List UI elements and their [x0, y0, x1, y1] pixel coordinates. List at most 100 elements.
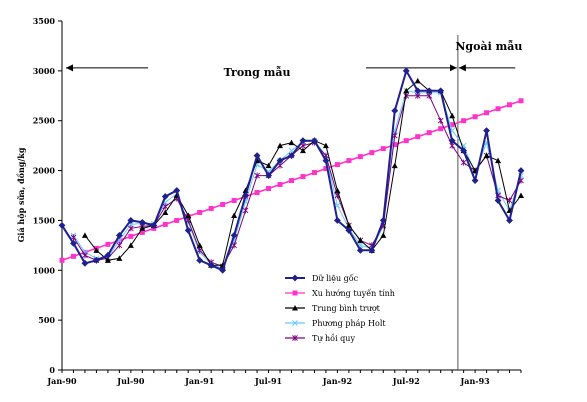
chart-regions: Trong mẫu Ngoài mẫu [66, 35, 522, 370]
x-tick-label: Jan-91 [184, 376, 214, 386]
data-point [230, 231, 238, 239]
data-point [242, 207, 249, 214]
data-point [277, 182, 283, 188]
data-point [507, 102, 513, 108]
series-line [84, 80, 522, 266]
data-point [265, 162, 272, 169]
data-point [426, 130, 432, 136]
data-point [70, 253, 76, 259]
data-point [494, 197, 502, 204]
data-point [334, 187, 341, 194]
data-point [220, 201, 226, 207]
data-point [333, 217, 341, 224]
data-point [127, 217, 135, 224]
data-point [70, 239, 77, 247]
y-tick-label: 1500 [33, 215, 56, 225]
data-point [242, 192, 250, 199]
data-point [415, 134, 421, 140]
data-point [162, 203, 169, 210]
data-point [357, 154, 363, 160]
series-4 [70, 87, 524, 272]
data-point [208, 205, 214, 211]
data-point [291, 274, 299, 282]
data-point [139, 229, 145, 235]
series-line [61, 68, 522, 272]
data-point [449, 122, 455, 128]
data-point [93, 256, 100, 264]
data-point [345, 226, 353, 234]
series-line [73, 95, 522, 267]
data-point [345, 222, 352, 228]
y-tick-label: 1000 [33, 265, 56, 275]
data-point [425, 87, 433, 95]
data-point [471, 177, 479, 184]
data-point [292, 320, 298, 326]
data-point [128, 233, 134, 239]
data-point [391, 107, 399, 115]
data-point [460, 159, 467, 166]
data-point [196, 242, 203, 248]
data-point [81, 259, 89, 267]
data-point [81, 232, 88, 238]
legend-label: Trung bình trượt [312, 304, 381, 313]
data-point [518, 192, 524, 198]
data-point [322, 157, 330, 165]
data-point [438, 126, 444, 132]
legend-label: Xu hướng tuyến tính [312, 289, 395, 298]
data-point [448, 137, 456, 145]
y-tick-label: 3500 [33, 16, 56, 26]
data-point [460, 142, 467, 149]
data-point [449, 112, 456, 119]
data-point [402, 67, 410, 75]
data-point [162, 209, 169, 215]
y-tick-label: 500 [38, 315, 55, 325]
data-point [483, 152, 490, 159]
data-point [322, 142, 329, 149]
data-point [93, 247, 100, 253]
data-point [356, 246, 364, 254]
series-2 [59, 98, 524, 263]
out-sample-label: Ngoài mẫu [455, 39, 522, 53]
data-point [288, 139, 295, 146]
data-point [162, 221, 168, 227]
data-point [276, 157, 284, 165]
legend-item-1: Dữ liệu gốc [285, 274, 359, 283]
data-point [231, 212, 238, 218]
data-point [369, 150, 375, 156]
legend-item-5: Tự hồi quy [285, 334, 355, 343]
x-tick-label: Jul-92 [392, 376, 420, 386]
x-tick-label: Jan-90 [46, 376, 77, 386]
data-point [300, 174, 306, 180]
chart-axes [61, 21, 521, 371]
data-point [292, 305, 298, 311]
data-point [472, 114, 478, 120]
in-sample-label: Trong mẫu [224, 65, 291, 79]
data-point [104, 257, 111, 263]
data-point [437, 87, 445, 95]
data-point [197, 209, 203, 215]
data-point [115, 231, 123, 239]
data-point [82, 252, 88, 259]
y-tick-label: 3000 [33, 66, 56, 76]
data-point [495, 106, 501, 112]
data-point [311, 137, 318, 145]
data-point [380, 232, 387, 238]
data-point [253, 152, 261, 160]
data-point [484, 110, 490, 116]
data-point [292, 335, 298, 341]
data-point [116, 255, 123, 261]
data-point [460, 147, 468, 155]
data-point [138, 218, 146, 226]
data-point [104, 251, 112, 259]
data-point [391, 162, 398, 169]
data-point [334, 192, 341, 199]
data-point [105, 241, 111, 247]
y-tick-label: 2500 [33, 116, 56, 126]
legend-item-4: Phương pháp Holt [285, 319, 386, 328]
legend-label: Phương pháp Holt [312, 319, 386, 328]
data-point [266, 186, 272, 192]
legend-label: Dữ liệu gốc [312, 274, 359, 283]
series-5 [70, 92, 524, 270]
legend-item-3: Trung bình trượt [285, 304, 381, 313]
